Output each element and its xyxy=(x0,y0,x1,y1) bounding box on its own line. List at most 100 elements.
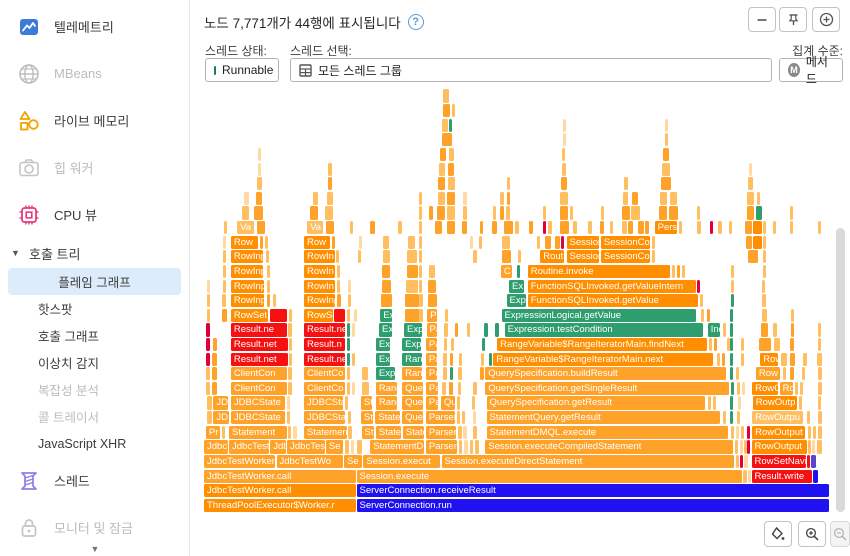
flame-frame-Session.execute[interactable]: Session.execute xyxy=(356,469,743,483)
flame-frame-Statemen[interactable]: Statemen xyxy=(304,425,347,439)
flame-frame[interactable] xyxy=(763,235,767,249)
flame-frame[interactable] xyxy=(419,264,423,279)
flame-frame[interactable] xyxy=(443,89,449,103)
flame-frame[interactable] xyxy=(652,235,656,249)
flame-frame-JdbcTest[interactable]: JdbcTest xyxy=(287,440,325,454)
flame-frame[interactable] xyxy=(817,440,823,454)
flame-frame[interactable] xyxy=(573,221,578,235)
flame-frame[interactable] xyxy=(747,191,754,205)
flame-frame-Stater[interactable]: Stater xyxy=(375,425,401,439)
flame-frame[interactable] xyxy=(570,206,574,220)
flame-frame[interactable] xyxy=(352,352,356,366)
flame-frame[interactable] xyxy=(444,338,448,352)
flame-frame[interactable] xyxy=(479,235,483,249)
flame-frame[interactable] xyxy=(207,294,211,308)
flame-frame[interactable] xyxy=(256,221,266,235)
flame-frame[interactable] xyxy=(446,221,455,235)
flame-frame[interactable] xyxy=(269,308,288,322)
flame-frame[interactable] xyxy=(515,221,519,235)
flame-frame-QuerySpecification.buildResult[interactable]: QuerySpecification.buildResult xyxy=(485,367,726,381)
flame-frame[interactable] xyxy=(762,279,766,293)
flame-frame-C[interactable]: C xyxy=(500,264,513,279)
sidebar-subitem-이상치-감지[interactable]: 이상치 감지 xyxy=(8,349,181,376)
flame-frame-JdbcTestWorker.call[interactable]: JdbcTestWorker.call xyxy=(204,484,356,498)
flame-frame-StatementDMQL.execute[interactable]: StatementDMQL.execute xyxy=(486,425,728,439)
flame-frame[interactable] xyxy=(383,235,389,249)
flame-frame[interactable] xyxy=(544,235,551,249)
flame-frame[interactable] xyxy=(456,396,460,410)
flame-frame[interactable] xyxy=(749,162,753,176)
flame-frame[interactable] xyxy=(817,425,823,439)
flame-frame[interactable] xyxy=(325,221,334,235)
flame-frame-Row[interactable]: Row xyxy=(304,235,331,249)
flame-frame[interactable] xyxy=(755,206,762,220)
flame-frame[interactable] xyxy=(761,308,768,322)
flame-frame[interactable] xyxy=(449,381,453,396)
sidebar-group-call-tree[interactable]: ▼ 호출 트리 xyxy=(0,238,189,268)
flame-frame[interactable] xyxy=(419,279,423,293)
flame-frame[interactable] xyxy=(504,221,513,235)
flame-frame-Stater[interactable]: Stater xyxy=(402,425,424,439)
flame-frame[interactable] xyxy=(669,206,678,220)
flame-frame[interactable] xyxy=(449,147,454,162)
flame-frame[interactable] xyxy=(380,294,392,308)
flame-frame-ParserD[interactable]: ParserD xyxy=(425,411,456,425)
flame-frame[interactable] xyxy=(790,323,794,337)
flame-frame[interactable] xyxy=(817,396,821,410)
flame-frame[interactable] xyxy=(346,367,350,381)
flame-frame[interactable] xyxy=(740,454,744,469)
flame-frame[interactable] xyxy=(707,396,711,410)
flame-frame-FunctionSQLInvoked.getValue[interactable]: FunctionSQLInvoked.getValue xyxy=(527,294,698,308)
flame-frame-JdbcTestWorker.call[interactable]: JdbcTestWorker.call xyxy=(204,469,356,483)
flame-frame[interactable] xyxy=(817,338,821,352)
vertical-scrollbar-thumb[interactable] xyxy=(836,228,845,512)
flame-frame[interactable] xyxy=(434,221,443,235)
flame-frame[interactable] xyxy=(789,367,794,381)
flame-frame[interactable] xyxy=(560,191,568,205)
flame-frame-Result.net[interactable]: Result.net xyxy=(230,352,288,366)
flame-frame[interactable] xyxy=(447,191,455,205)
flame-frame[interactable] xyxy=(507,177,511,191)
flame-frame[interactable] xyxy=(744,440,747,454)
flame-frame[interactable] xyxy=(429,264,436,279)
flame-frame[interactable] xyxy=(499,206,504,220)
flame-frame[interactable] xyxy=(774,338,780,352)
flame-frame[interactable] xyxy=(244,191,249,205)
flame-frame[interactable] xyxy=(288,323,292,337)
flame-frame-ClientCo[interactable]: ClientCo xyxy=(304,381,345,396)
flame-frame[interactable] xyxy=(310,206,318,220)
flame-frame[interactable] xyxy=(489,352,493,366)
flame-frame-ClientCon[interactable]: ClientCon xyxy=(230,367,288,381)
flame-frame-RowOutput[interactable]: RowOutput xyxy=(752,425,806,439)
flame-frame-Que[interactable]: Que xyxy=(440,396,455,410)
flame-frame[interactable] xyxy=(506,191,510,205)
flame-frame-JdbcT[interactable]: JdbcT xyxy=(204,440,228,454)
flame-frame[interactable] xyxy=(266,279,270,293)
flame-frame-Row[interactable]: Row xyxy=(230,235,259,249)
flame-frame[interactable] xyxy=(287,425,291,439)
flame-frame[interactable] xyxy=(481,338,485,352)
detach-view-button[interactable] xyxy=(812,7,840,32)
flame-frame-RowIn[interactable]: RowIn xyxy=(304,264,336,279)
flame-frame[interactable] xyxy=(630,206,640,220)
flame-frame[interactable] xyxy=(450,352,454,366)
flame-frame[interactable] xyxy=(817,411,822,425)
flame-frame-SessionCo[interactable]: SessionCo xyxy=(566,250,599,264)
flame-frame[interactable] xyxy=(475,440,479,454)
flame-frame[interactable] xyxy=(419,191,422,205)
flame-frame[interactable] xyxy=(700,308,704,322)
flame-frame[interactable] xyxy=(222,264,226,279)
flame-frame[interactable] xyxy=(730,323,734,337)
flame-frame[interactable] xyxy=(722,411,726,425)
flame-frame-Pa[interactable]: Pa xyxy=(427,308,437,322)
flame-frame-Exp[interactable]: Exp xyxy=(404,323,422,337)
flame-frame-RowOutput[interactable]: RowOutput xyxy=(751,440,807,454)
flame-frame[interactable] xyxy=(447,206,456,220)
flame-frame-Routin[interactable]: Routin xyxy=(540,250,564,264)
flame-frame[interactable] xyxy=(480,367,484,381)
flame-frame-Pers[interactable]: Pers xyxy=(654,221,677,235)
flame-frame[interactable] xyxy=(428,279,436,293)
flame-frame-RowInp[interactable]: RowInp xyxy=(230,294,264,308)
flame-frame-Query[interactable]: Query xyxy=(402,396,423,410)
flame-frame[interactable] xyxy=(645,221,649,235)
